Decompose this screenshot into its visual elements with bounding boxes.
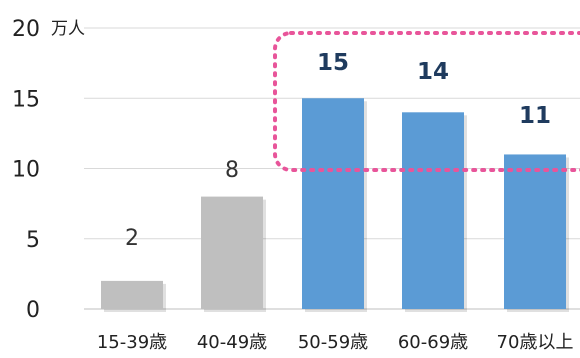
bar-50-59歳 <box>302 98 364 309</box>
data-label-50-59歳: 15 <box>317 50 349 76</box>
x-tick-label-40-49歳: 40-49歳 <box>197 332 267 353</box>
bar-60-69歳 <box>402 112 464 309</box>
labels-layer: 0 5 10 15 20 2 8 15 14 11 15-39歳 40-49歳 50-59歳 60-69歳… <box>12 17 573 353</box>
y-axis-unit: 万人 <box>51 19 85 39</box>
y-tick-label-10: 10 <box>12 158 40 183</box>
annotation-layer <box>273 31 580 172</box>
y-tick-label-15: 15 <box>12 87 40 112</box>
x-tick-label-70歳以上: 70歳以上 <box>497 332 574 353</box>
bar-15-39歳 <box>101 280 163 309</box>
data-label-60-69歳: 14 <box>417 59 449 85</box>
data-label-70歳以上: 11 <box>519 103 551 129</box>
highlight-dotted-box <box>273 31 580 172</box>
x-tick-label-15-39歳: 15-39歳 <box>97 332 167 353</box>
bar-70歳以上 <box>504 154 566 309</box>
x-tick-label-50-59歳: 50-59歳 <box>298 332 368 353</box>
data-label-15-39歳: 2 <box>125 226 139 251</box>
data-label-40-49歳: 8 <box>225 158 239 183</box>
x-tick-label-60-69歳: 60-69歳 <box>398 332 468 353</box>
bar-40-49歳 <box>201 196 263 309</box>
y-tick-label-0: 0 <box>26 298 40 323</box>
bars-layer <box>101 98 569 312</box>
y-tick-label-5: 5 <box>26 228 40 253</box>
y-tick-label-20: 20 <box>12 17 40 42</box>
